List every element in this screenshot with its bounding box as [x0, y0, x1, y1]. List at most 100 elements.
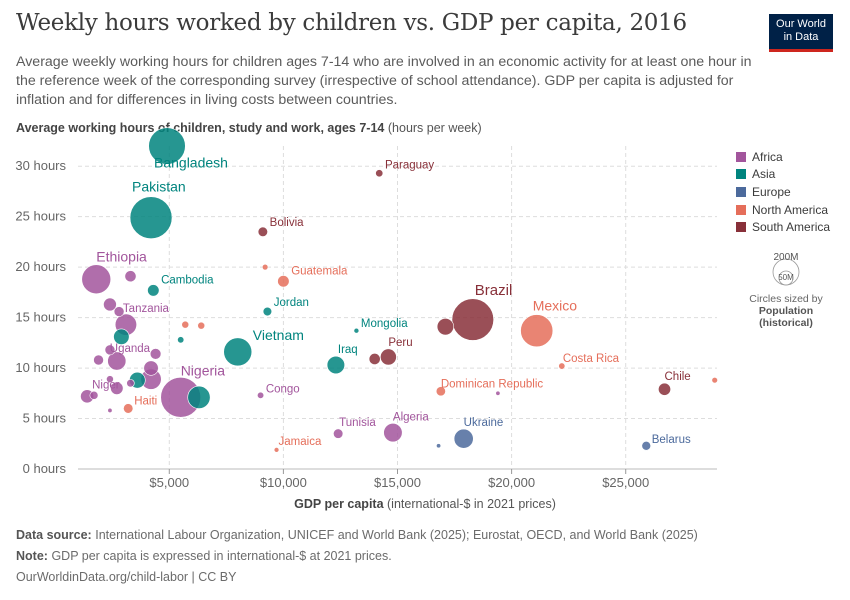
point: [181, 320, 190, 329]
owid-logo[interactable]: Our World in Data: [769, 14, 833, 52]
point: [103, 297, 117, 312]
point-ukraine: [453, 428, 474, 449]
point-label: Brazil: [475, 282, 513, 299]
legend-label: North America: [752, 202, 829, 217]
y-tick-labels: 0 hours 5 hours 10 hours 15 hours 20 hours 25…: [15, 158, 66, 476]
size-legend-circles: 200M 50M: [772, 252, 800, 286]
point: [110, 381, 124, 395]
logo-line-1: Our World: [776, 18, 826, 30]
grid-lines: [78, 146, 717, 474]
x-tick-label: $15,000: [374, 475, 421, 490]
x-axis-title-main: GDP per capita: [294, 497, 384, 511]
x-axis-title-unit: (international-$ in 2021 prices): [387, 497, 556, 511]
point-label: Guatemala: [291, 265, 348, 277]
point-jamaica: [273, 447, 280, 453]
y-axis-title-main: Average working hours of children, study…: [16, 121, 385, 135]
point: [711, 376, 718, 384]
point: [107, 407, 113, 413]
point: [93, 354, 104, 366]
legend-item-south-america[interactable]: South America: [736, 218, 830, 236]
point: [177, 336, 185, 344]
point-algeria: [383, 423, 403, 443]
point: [149, 348, 162, 360]
point: [368, 353, 381, 365]
x-tick-label: $25,000: [602, 475, 649, 490]
legend-swatch: [736, 186, 746, 197]
y-tick-label: 10 hours: [15, 360, 66, 375]
point-haiti: [123, 403, 134, 414]
legend-item-north-america[interactable]: North America: [736, 201, 830, 219]
point-congo: [257, 391, 265, 399]
legend-label: Europe: [752, 184, 791, 199]
y-tick-label: 25 hours: [15, 209, 66, 224]
point-label: Mexico: [533, 298, 578, 314]
size-variable-2: (historical): [759, 317, 813, 329]
point-costa-rica: [558, 362, 566, 370]
size-legend-small: 50M: [778, 273, 794, 282]
point-uganda: [107, 351, 127, 371]
y-tick-label: 20 hours: [15, 259, 66, 274]
source-label: Data source:: [16, 528, 92, 542]
source-text: International Labour Organization, UNICE…: [95, 528, 698, 542]
legend: Africa Asia Europe North America South A…: [736, 148, 830, 236]
point-label: Algeria: [393, 411, 429, 423]
point: [197, 321, 206, 330]
x-tick-label: $10,000: [260, 475, 307, 490]
point-label: Iraq: [338, 344, 358, 356]
legend-item-africa[interactable]: Africa: [736, 148, 830, 166]
point-bangladesh: [148, 127, 186, 165]
legend-label: Asia: [752, 167, 776, 182]
point: [113, 306, 125, 317]
point-label: Uganda: [110, 343, 151, 355]
point: [143, 360, 159, 376]
x-tick-label: $5,000: [149, 475, 189, 490]
point-iraq: [326, 355, 346, 375]
point-label: Bangladesh: [154, 154, 228, 170]
legend-swatch: [736, 222, 746, 233]
legend-item-europe[interactable]: Europe: [736, 183, 830, 201]
point-label: Ukraine: [464, 417, 504, 429]
point-cambodia: [147, 284, 160, 297]
point: [436, 443, 442, 449]
size-legend-big: 200M: [773, 252, 798, 263]
point-label: Dominican Republic: [441, 378, 544, 390]
point-tunisia: [333, 428, 344, 439]
y-axis-title: Average working hours of children, study…: [16, 121, 482, 135]
point-mexico: [520, 314, 554, 348]
point-jordan: [262, 306, 273, 317]
y-tick-label: 15 hours: [15, 310, 66, 325]
point: [126, 379, 135, 388]
size-legend: 200M 50M Circles sized by Population (hi…: [736, 250, 836, 329]
x-tick-labels: $5,000 $10,000 $15,000 $20,000 $25,000: [149, 475, 649, 490]
legend-label: Africa: [752, 149, 783, 164]
legend-swatch: [736, 169, 746, 180]
chart-title: Weekly hours worked by children vs. GDP …: [16, 10, 687, 36]
point: [124, 270, 137, 283]
point: [261, 263, 269, 271]
x-tick-label: $20,000: [488, 475, 535, 490]
point-dominican-republic: [435, 386, 446, 397]
data-points: [80, 127, 718, 453]
legend-item-asia[interactable]: Asia: [736, 166, 830, 184]
point-brazil: [451, 298, 494, 341]
point-guatemala: [277, 275, 290, 288]
point-chile: [658, 382, 671, 396]
point-label: Pakistan: [132, 179, 186, 195]
footer-url[interactable]: OurWorldinData.org/child-labor | CC BY: [16, 570, 237, 584]
point-belarus: [641, 441, 652, 451]
point-label: Costa Rica: [563, 353, 620, 365]
point-label: Jamaica: [279, 436, 322, 448]
point-peru: [379, 348, 397, 366]
point-label: Mongolia: [361, 318, 408, 330]
size-caption: Circles sized by: [749, 293, 823, 305]
point-label: Niger: [92, 379, 120, 391]
footer-note: Note: GDP per capita is expressed in int…: [16, 549, 392, 563]
point-label: Nigeria: [181, 362, 226, 378]
point: [106, 375, 114, 384]
point-ethiopia: [81, 264, 112, 295]
chart-subtitle: Average weekly working hours for childre…: [16, 54, 752, 108]
footer-source: Data source: International Labour Organi…: [16, 528, 698, 542]
point: [113, 328, 130, 345]
point-label: Peru: [388, 337, 412, 349]
